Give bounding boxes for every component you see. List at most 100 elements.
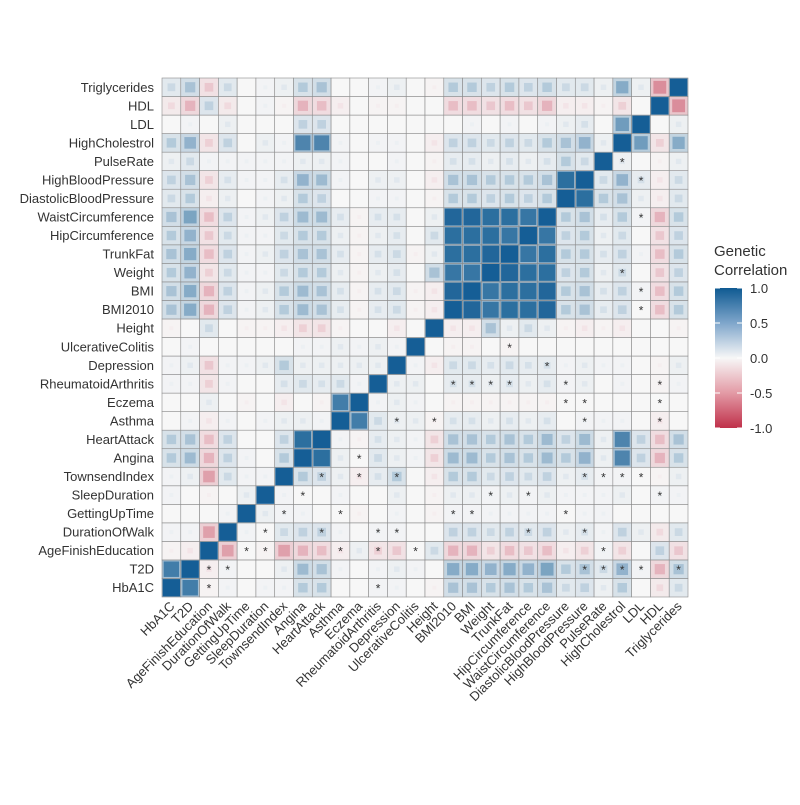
significance-star: *	[582, 396, 587, 410]
heatmap-cell-square	[280, 176, 288, 184]
heatmap-cell-square	[655, 304, 665, 315]
heatmap-cell-square	[563, 529, 569, 535]
heatmap-cell-square	[617, 249, 627, 259]
heatmap-cell-square	[482, 301, 499, 318]
heatmap-cell-square	[600, 436, 607, 443]
significance-star: *	[376, 545, 381, 559]
heatmap-cell-square	[243, 492, 250, 498]
y-label-TownsendIndex: TownsendIndex	[64, 469, 155, 484]
heatmap-cell-square	[450, 325, 456, 331]
heatmap-cell-square	[563, 121, 569, 128]
heatmap-cell-square	[466, 434, 478, 445]
heatmap-cell-square	[524, 546, 533, 555]
heatmap-cell-square	[544, 492, 550, 498]
heatmap-cell-square	[654, 211, 665, 223]
significance-star: *	[582, 526, 587, 540]
heatmap-cell-square	[486, 194, 496, 203]
heatmap-cell-square	[337, 455, 344, 461]
heatmap-cell-square	[299, 379, 307, 388]
heatmap-cell	[180, 392, 200, 412]
heatmap-cell	[424, 96, 445, 116]
heatmap-cell	[218, 485, 238, 505]
heatmap-cell-square	[486, 453, 496, 463]
heatmap-cell-square	[297, 545, 309, 556]
heatmap-cell-square	[263, 585, 268, 590]
heatmap-cell	[612, 392, 632, 412]
heatmap-cell-square	[620, 418, 625, 423]
heatmap-cell-square	[394, 511, 399, 516]
heatmap-cell-square	[317, 472, 326, 481]
heatmap-cell-square	[188, 418, 193, 423]
heatmap-cell-square	[506, 380, 513, 388]
heatmap-cell	[349, 96, 369, 116]
heatmap-cell-square	[639, 567, 643, 572]
heatmap-cell-square	[204, 101, 214, 111]
heatmap-cell-square	[580, 583, 589, 593]
y-label-TrunkFat: TrunkFat	[102, 247, 154, 262]
heatmap-cell-square	[504, 101, 515, 111]
heatmap-cell-square	[376, 400, 380, 405]
heatmap-cell-square	[394, 585, 399, 590]
heatmap-cell-square	[674, 231, 683, 240]
heatmap-cell-square	[520, 246, 537, 263]
heatmap-cell	[236, 429, 257, 450]
heatmap-cell-square	[430, 231, 439, 240]
heatmap-cell-square	[501, 208, 518, 226]
heatmap-cell	[236, 114, 257, 134]
significance-star: *	[620, 267, 625, 281]
heatmap-cell-square	[673, 564, 684, 575]
heatmap-cell-square	[540, 562, 554, 576]
heatmap-cell-square	[337, 362, 344, 369]
heatmap-cell-square	[488, 158, 494, 165]
heatmap-cell	[218, 337, 238, 357]
heatmap-cell-square	[314, 135, 330, 151]
heatmap-cell-square	[601, 474, 606, 479]
heatmap-cell-square	[282, 159, 287, 164]
heatmap-cell-square	[205, 268, 213, 277]
heatmap-cell-square	[601, 103, 606, 108]
heatmap-cell-square	[392, 471, 402, 482]
heatmap-cell-square	[655, 268, 665, 277]
heatmap-cell-square	[168, 158, 175, 165]
heatmap-cell-square	[219, 523, 237, 541]
significance-star: *	[657, 396, 662, 410]
heatmap-cell-square	[634, 136, 648, 150]
heatmap-cell-square	[167, 194, 176, 203]
heatmap-cell-square	[357, 381, 362, 386]
heatmap-cell-square	[169, 326, 174, 331]
heatmap-cell-square	[506, 325, 513, 331]
heatmap-cell	[631, 392, 651, 412]
heatmap-cell-square	[542, 193, 552, 204]
heatmap-cell-square	[166, 267, 177, 278]
heatmap-cell-square	[300, 511, 305, 516]
heatmap-cell-square	[617, 286, 627, 296]
heatmap-cell-square	[467, 193, 477, 204]
heatmap-cell-square	[263, 196, 268, 201]
significance-star: *	[488, 489, 493, 503]
heatmap-cell	[311, 504, 332, 524]
heatmap-cell-square	[225, 195, 231, 202]
heatmap-cell-square	[223, 268, 232, 277]
heatmap-cell	[405, 578, 426, 598]
heatmap-cell-square	[488, 418, 494, 424]
heatmap-cell-square	[298, 471, 308, 482]
heatmap-cell-square	[543, 417, 551, 425]
heatmap-cell-square	[166, 230, 177, 241]
heatmap-cell-square	[316, 230, 327, 241]
heatmap-cell-square	[501, 264, 518, 282]
heatmap-cell-square	[673, 434, 684, 445]
heatmap-cell	[218, 318, 238, 338]
y-axis-labels: HbA1C T2D AgeFinishEducation DurationOfWalk…	[20, 80, 155, 595]
heatmap-cell-square	[617, 527, 627, 537]
heatmap-cell-square	[394, 436, 400, 443]
heatmap-cell	[481, 114, 501, 134]
significance-star: *	[225, 563, 230, 577]
heatmap-cell-square	[563, 363, 568, 368]
significance-star: *	[507, 341, 512, 355]
heatmap-cell-square	[244, 326, 249, 331]
heatmap-cell-square	[263, 474, 268, 479]
heatmap-cell-square	[657, 381, 662, 386]
heatmap-cell-square	[468, 417, 476, 425]
heatmap-cell	[405, 96, 426, 116]
heatmap-cell-square	[317, 324, 326, 333]
